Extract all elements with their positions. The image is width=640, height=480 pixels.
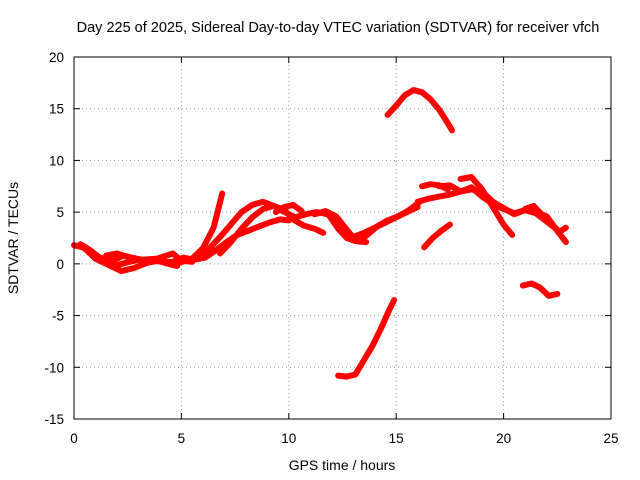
axis-ticks: 0 5 10 15 20 25 -15 -10 -5 0 5 10 15 20 bbox=[44, 50, 618, 446]
series-track-7 bbox=[217, 202, 327, 257]
y-tick-label: 5 bbox=[56, 205, 64, 220]
y-tick-label: 10 bbox=[49, 153, 64, 168]
y-tick-label: 20 bbox=[49, 50, 64, 65]
x-tick-label: 20 bbox=[496, 431, 511, 446]
y-tick-label: 15 bbox=[49, 102, 64, 117]
plot-frame bbox=[73, 56, 612, 420]
y-axis-label: SDTVAR / TECUs bbox=[5, 182, 21, 294]
series-track-17 bbox=[384, 87, 455, 134]
series-track-20 bbox=[335, 297, 398, 380]
x-tick-label: 5 bbox=[178, 431, 186, 446]
x-tick-label: 25 bbox=[603, 431, 618, 446]
series-track-11 bbox=[350, 204, 421, 240]
series-track-15 bbox=[419, 181, 451, 193]
x-axis-label: GPS time / hours bbox=[289, 457, 396, 473]
series-track-19 bbox=[519, 280, 561, 299]
series-track-4 bbox=[103, 190, 226, 266]
x-tick-label: 15 bbox=[389, 431, 404, 446]
y-tick-label: -5 bbox=[52, 309, 64, 324]
grid-lines bbox=[74, 57, 611, 419]
series-track-18 bbox=[421, 221, 453, 251]
y-tick-label: 0 bbox=[56, 257, 64, 272]
data-series bbox=[71, 87, 569, 380]
series-track-14 bbox=[457, 174, 516, 238]
x-tick-label: 10 bbox=[281, 431, 296, 446]
y-tick-label: -15 bbox=[44, 412, 64, 427]
chart-title: Day 225 of 2025, Sidereal Day-to-day VTE… bbox=[77, 20, 600, 36]
series-track-8 bbox=[272, 201, 305, 216]
series-track-10 bbox=[324, 210, 370, 246]
series-track-6 bbox=[184, 198, 331, 264]
x-tick-label: 0 bbox=[70, 431, 78, 446]
series-track-16 bbox=[522, 202, 569, 235]
y-tick-label: -10 bbox=[44, 360, 64, 375]
